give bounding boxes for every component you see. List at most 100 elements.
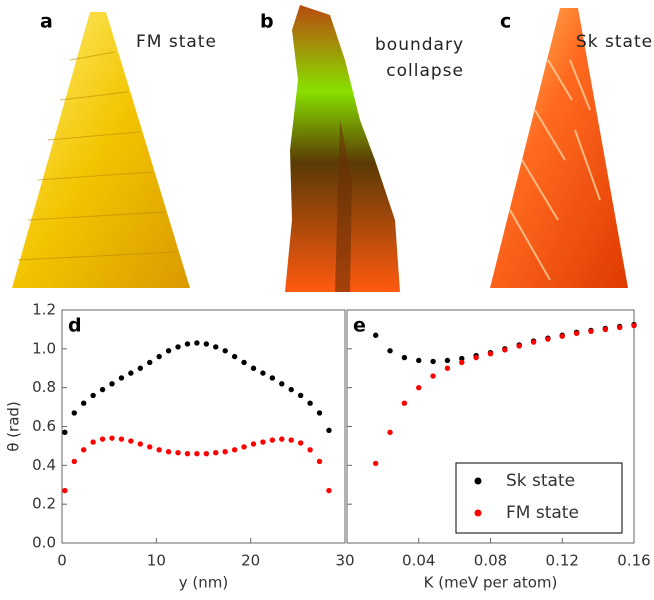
- x-axis-label: K (meV per atom): [424, 574, 558, 592]
- x-tick-label: 0.04: [402, 552, 435, 570]
- point: [459, 359, 465, 366]
- point: [444, 365, 451, 371]
- point: [184, 450, 191, 457]
- x-tick-label: 10: [147, 552, 166, 570]
- point: [459, 355, 465, 362]
- point: [250, 365, 257, 371]
- x-tick-label: 0.12: [546, 552, 579, 570]
- point: [62, 487, 68, 494]
- point: [165, 348, 172, 354]
- point: [80, 447, 87, 453]
- point: [502, 347, 508, 353]
- point: [165, 449, 172, 455]
- panel-label: c: [500, 11, 511, 33]
- point: [530, 339, 537, 345]
- point: [616, 324, 623, 331]
- panel-label: d: [68, 315, 82, 337]
- panel-caption: FM state: [136, 32, 217, 52]
- y-tick-label: 0.6: [32, 417, 56, 435]
- point: [184, 341, 191, 347]
- point: [213, 344, 219, 350]
- point: [288, 386, 294, 393]
- point: [430, 373, 436, 379]
- x-tick-label: 0.16: [617, 552, 650, 570]
- point: [416, 357, 422, 364]
- point: [128, 370, 134, 376]
- point: [487, 350, 494, 357]
- point: [231, 353, 238, 360]
- point: [297, 440, 304, 446]
- point: [307, 447, 313, 453]
- point: [137, 441, 143, 447]
- point: [222, 449, 228, 455]
- point: [118, 436, 125, 442]
- point: [175, 450, 181, 456]
- point: [288, 437, 294, 443]
- point: [269, 437, 276, 443]
- point: [203, 341, 210, 347]
- point: [373, 460, 379, 467]
- point: [307, 400, 313, 406]
- y-tick-label: 0.2: [32, 495, 56, 513]
- point: [109, 381, 115, 387]
- point: [128, 438, 134, 444]
- panel-label: e: [353, 315, 366, 337]
- x-tick-label: 0.08: [474, 552, 507, 570]
- panel-label: a: [40, 11, 53, 33]
- point: [71, 410, 77, 416]
- legend-marker: [474, 509, 482, 517]
- x-tick-label: 30: [335, 552, 354, 570]
- point: [387, 348, 393, 354]
- point: [80, 400, 87, 406]
- point: [99, 386, 106, 393]
- point: [71, 458, 77, 465]
- point: [269, 375, 276, 381]
- panel-label: b: [260, 11, 274, 33]
- point: [90, 392, 96, 399]
- point: [241, 359, 247, 366]
- point: [203, 450, 210, 457]
- render-boundary: [285, 5, 400, 292]
- y-axis-label: θ (rad): [5, 401, 23, 452]
- point: [316, 410, 323, 416]
- point: [109, 435, 115, 441]
- point: [147, 359, 153, 366]
- point: [297, 392, 304, 399]
- point: [326, 487, 332, 494]
- point: [279, 436, 285, 442]
- y-tick-label: 1.0: [32, 339, 56, 357]
- point: [241, 444, 247, 450]
- point: [250, 441, 257, 447]
- point: [99, 436, 106, 442]
- point: [147, 444, 153, 450]
- point: [118, 375, 125, 381]
- legend-marker: [474, 477, 482, 485]
- point: [279, 381, 285, 387]
- legend-label: Sk state: [506, 471, 575, 491]
- point: [175, 344, 181, 350]
- legend-label: FM state: [506, 503, 579, 523]
- y-tick-label: 1.2: [32, 301, 56, 319]
- point: [222, 348, 228, 354]
- panel-caption: Sk state: [576, 32, 654, 52]
- point: [588, 328, 594, 335]
- point: [231, 447, 238, 453]
- point: [326, 427, 332, 434]
- point: [401, 354, 408, 361]
- x-axis-label: y (nm): [179, 574, 228, 592]
- point: [62, 429, 68, 436]
- point: [631, 322, 637, 329]
- panel-caption: boundary collapse: [375, 35, 464, 81]
- point: [387, 429, 393, 436]
- point: [316, 458, 323, 465]
- point: [473, 354, 479, 361]
- point: [156, 353, 162, 360]
- point: [260, 439, 266, 445]
- point: [401, 400, 408, 406]
- x-tick-label: 0: [57, 552, 67, 570]
- point: [416, 384, 422, 391]
- plot-frame: [61, 309, 346, 544]
- point: [90, 439, 96, 445]
